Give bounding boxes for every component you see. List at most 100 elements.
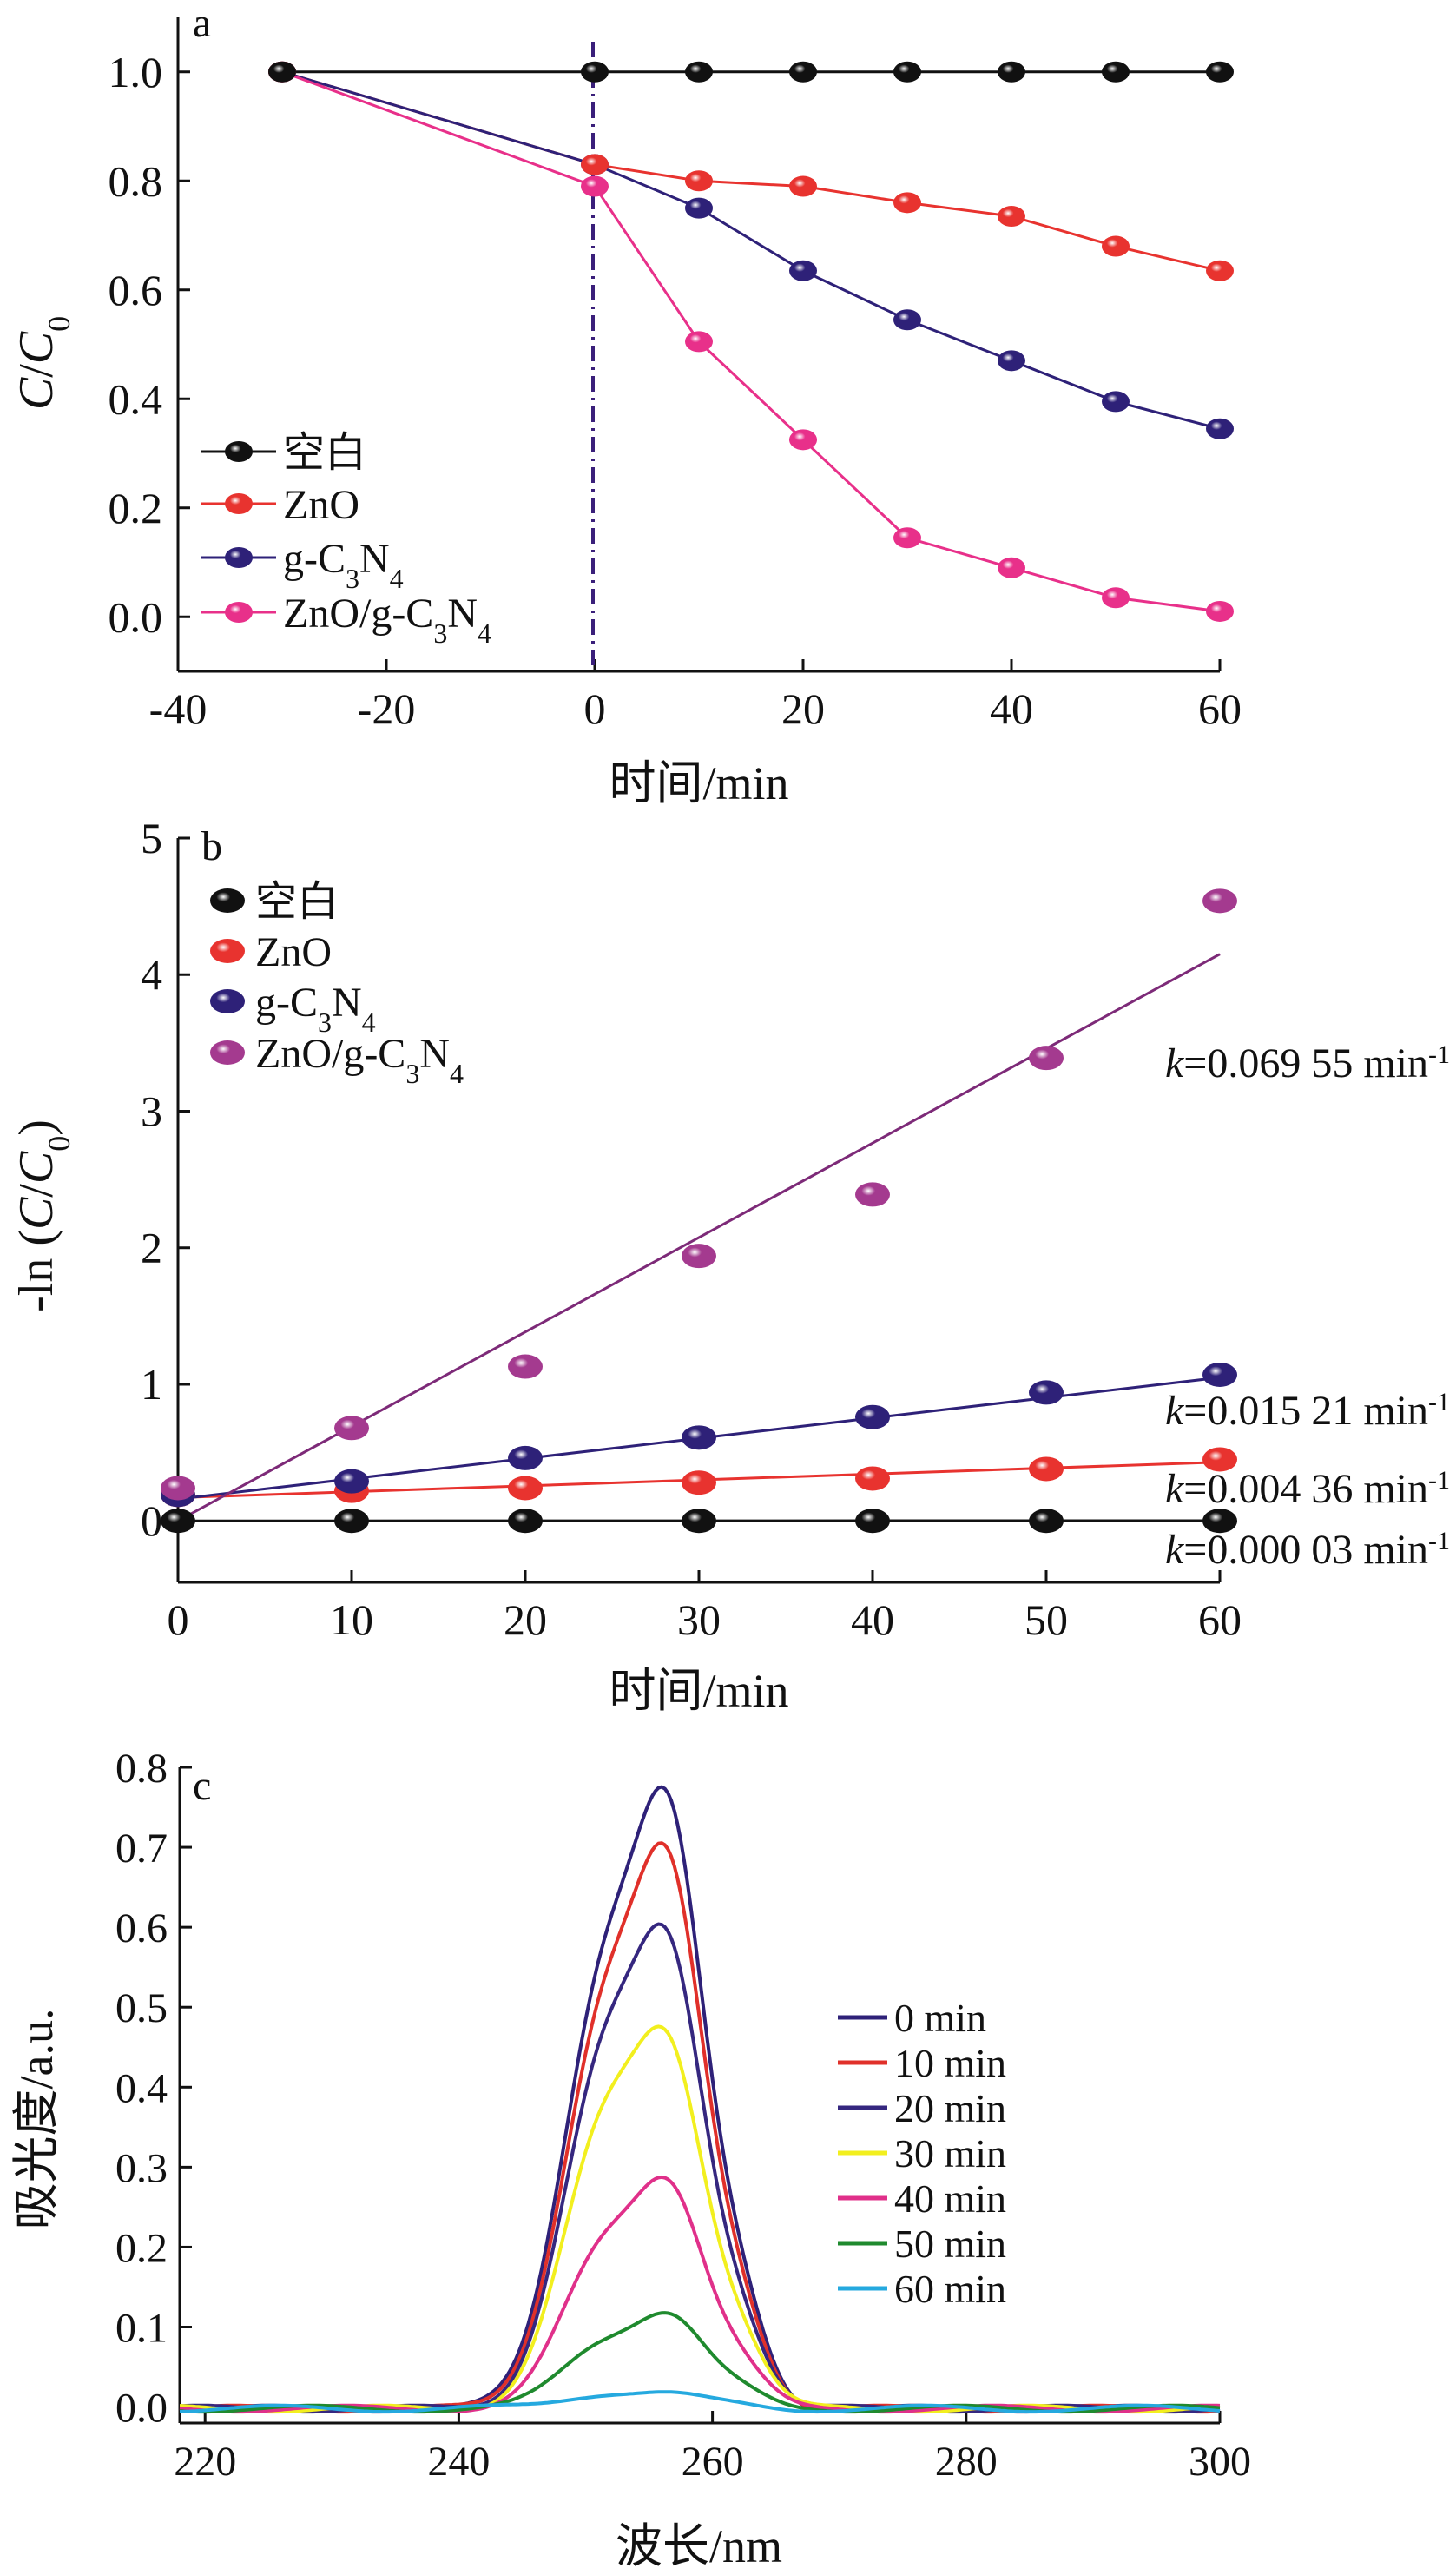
panel-b-x-tick-label: 60	[1198, 1595, 1242, 1644]
panel-b-point-g-c3n4	[855, 1404, 890, 1429]
panel-b-point-zno-g-c3n4	[161, 1476, 195, 1501]
panel-a-legend-marker-g-c3n4	[225, 547, 253, 568]
panel-b-x-label: 时间/min	[609, 1665, 788, 1717]
panel-a-point-zno-g-c3n4	[893, 527, 921, 549]
panel-a-point-zno-g-c3n4	[998, 557, 1025, 578]
panel-b-point-g-c3n4	[508, 1445, 543, 1470]
panel-c-y-tick-label: 0.4	[115, 2065, 168, 2111]
panel-c-legend-label-30-min: 30 min	[894, 2131, 1006, 2176]
panel-b-y-tick-label: 4	[141, 950, 162, 999]
panel-b-legend-label-blank: 空白	[255, 879, 339, 925]
panel-c-y-tick-label: 0.5	[115, 1985, 168, 2031]
panel-b-y-tick-label: 5	[141, 814, 162, 862]
panel-a-series-line-zno	[281, 70, 1221, 273]
panel-b-x-tick-label: 0	[168, 1595, 189, 1644]
panel-c-x-label: 波长/nm	[616, 2520, 782, 2572]
panel-b-point-blank	[1202, 1509, 1237, 1534]
panel-b-point-zno	[682, 1470, 716, 1495]
panel-a-point-zno	[789, 175, 817, 197]
panel-a-x-tick-label: 60	[1198, 684, 1242, 733]
panel-b-point-zno-g-c3n4	[682, 1244, 716, 1269]
panel-b-point-zno	[855, 1466, 890, 1491]
panel-a-point-blank	[1206, 61, 1234, 83]
panel-c-y-label: 吸光度/a.u.	[10, 2009, 63, 2230]
panel-a-point-zno	[685, 170, 713, 192]
panel-c-spectrum-line-60-min	[179, 2390, 1221, 2414]
panel-a-point-g-c3n4	[893, 309, 921, 331]
panel-a-legend-marker-zno	[225, 493, 253, 514]
panel-b-legend-marker-g-c3n4	[210, 989, 245, 1013]
panel-c-x-tick-label: 260	[682, 2439, 744, 2485]
panel-c-x-tick-label: 300	[1189, 2439, 1251, 2485]
panel-a-legend-label-zno: ZnO	[283, 482, 359, 528]
panel-b-point-blank	[682, 1509, 716, 1534]
panel-a-x-tick-label: -20	[358, 684, 416, 733]
panel-a-legend-marker-blank	[225, 441, 253, 462]
panel-a-y-tick-label: 0.8	[109, 156, 163, 205]
panel-b-point-zno-g-c3n4	[1029, 1046, 1064, 1071]
panel-a-point-blank	[268, 61, 296, 83]
panel-a-series-line-zno-g-c3n4	[281, 70, 1221, 613]
panel-c-x-tick-label: 280	[935, 2439, 998, 2485]
panel-c-y-tick-label: 0.6	[115, 1905, 168, 1951]
panel-a-point-g-c3n4	[685, 197, 713, 219]
panel-b-x-tick-label: 10	[330, 1595, 373, 1644]
panel-a-point-g-c3n4	[1206, 418, 1234, 439]
panel-a-point-zno	[1206, 260, 1234, 281]
panel-b-x-tick-label: 30	[677, 1595, 721, 1644]
panel-a-point-g-c3n4	[998, 350, 1025, 372]
panel-c-y-tick-label: 0.0	[115, 2386, 168, 2432]
panel-b-legend-marker-zno-g-c3n4	[210, 1040, 245, 1065]
panel-a-point-zno	[1102, 235, 1130, 257]
panel-b-point-g-c3n4	[1202, 1362, 1237, 1387]
panel-b-label: b	[201, 823, 222, 869]
panel-a-x-tick-label: -40	[149, 684, 208, 733]
panel-b-point-zno-g-c3n4	[855, 1182, 890, 1207]
panel-a-y-label: C/C0	[10, 316, 76, 410]
panel-b-rate-constant-g-c3n4: k=0.015 21 min-1	[1165, 1388, 1450, 1435]
panel-b-point-blank	[161, 1509, 195, 1534]
panel-b-y-tick-label: 2	[141, 1224, 162, 1272]
panel-a-y-tick-label: 0.0	[109, 592, 163, 641]
panel-b-legend-label-zno-g-c3n4: ZnO/g-C3N4	[255, 1031, 464, 1089]
panel-a-point-zno-g-c3n4	[1206, 600, 1234, 622]
panel-a-legend-label-zno-g-c3n4: ZnO/g-C3N4	[283, 591, 491, 649]
panel-b-rate-constant-zno: k=0.004 36 min-1	[1165, 1466, 1450, 1513]
panel-a-legend-label-blank: 空白	[283, 430, 366, 476]
panel-a-point-zno	[893, 192, 921, 214]
panel-c-spectrum-line-0-min	[179, 1785, 1221, 2414]
panel-a-point-zno-g-c3n4	[685, 331, 713, 353]
panel-a-series-line-g-c3n4	[281, 70, 1221, 431]
panel-c-chart: c 0.0 0.1 0.2 0.3 0.4 0.5 0.6 0.7 0.8 220 240 260 2…	[10, 1746, 1251, 2572]
panel-b-y-tick-label: 3	[141, 1086, 162, 1135]
panel-b-rate-constant-blank: k=0.000 03 min-1	[1165, 1527, 1450, 1574]
panel-c-x-tick-label: 220	[174, 2439, 236, 2485]
panel-b-x-tick-label: 50	[1024, 1595, 1068, 1644]
panel-b-point-zno	[1202, 1447, 1237, 1472]
panel-b-point-blank	[855, 1509, 890, 1534]
panel-c-x-tick-label: 240	[427, 2439, 490, 2485]
panel-b-y-tick-label: 1	[141, 1360, 162, 1409]
panel-b-point-blank	[508, 1509, 543, 1534]
panel-b-point-blank	[1029, 1509, 1064, 1534]
panel-a-point-g-c3n4	[789, 260, 817, 281]
panel-b-point-g-c3n4	[1029, 1380, 1064, 1405]
panel-a-y-tick-label: 0.6	[109, 266, 163, 314]
panel-a-point-blank	[789, 61, 817, 83]
panel-a-point-zno-g-c3n4	[1102, 587, 1130, 609]
panel-b-chart: b 0 1 2 3 4 5 0 10 20 30 40 50 60 k=0.000 03 min-1 k…	[10, 814, 1450, 1717]
panel-b-legend-marker-zno	[210, 939, 245, 963]
panel-a-point-blank	[893, 61, 921, 83]
panel-c-y-tick-label: 0.2	[115, 2225, 168, 2271]
panel-a-x-tick-label: 40	[990, 684, 1033, 733]
panel-b-x-tick-label: 20	[504, 1595, 547, 1644]
panel-c-legend-label-40-min: 40 min	[894, 2176, 1006, 2221]
panel-b-point-g-c3n4	[682, 1425, 716, 1450]
panel-b-legend-label-g-c3n4: g-C3N4	[255, 980, 376, 1038]
panel-a-y-tick-label: 0.2	[109, 484, 163, 532]
panel-a-legend-label-g-c3n4: g-C3N4	[283, 536, 404, 594]
panel-c-legend-label-60-min: 60 min	[894, 2267, 1006, 2311]
